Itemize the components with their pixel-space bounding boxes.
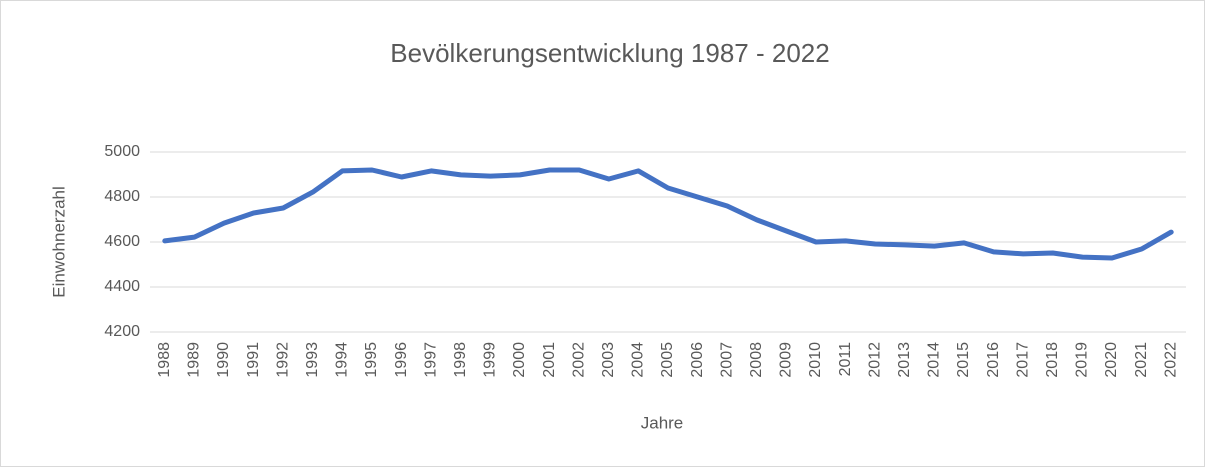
x-tick-label: 1989 [186,342,203,378]
x-tick-label: 2022 [1162,342,1179,378]
x-tick-label: 1998 [452,342,469,378]
y-tick-label: 5000 [104,143,140,160]
x-tick-label: 1992 [274,342,291,378]
data-line [162,167,1174,261]
x-tick-label: 2004 [630,342,647,378]
y-tick-label: 4600 [104,233,140,250]
x-tick-label: 1999 [482,342,499,378]
x-tick-label: 2020 [1103,342,1120,378]
x-tick-label: 2009 [778,342,795,378]
x-tick-label: 2006 [689,342,706,378]
y-axis-label: Einwohnerzahl [49,186,68,298]
x-tick-label: 2008 [748,342,765,378]
x-tick-label: 1996 [393,342,410,378]
x-tick-label: 2019 [1074,342,1091,378]
x-tick-label: 2012 [866,342,883,378]
x-tick-label: 2001 [541,342,558,378]
x-tick-label: 2000 [511,342,528,378]
chart-title: Bevölkerungsentwicklung 1987 - 2022 [390,38,829,68]
x-tick-label: 1997 [422,342,439,378]
x-tick-label: 2003 [600,342,617,378]
x-tick-label: 2010 [807,342,824,378]
x-tick-label: 2005 [659,342,676,378]
x-axis-label: Jahre [641,413,684,432]
y-tick-label: 4200 [104,323,140,340]
x-tick-label: 2011 [837,342,854,377]
x-tick-label: 2018 [1044,342,1061,378]
x-tick-label: 2017 [1014,342,1031,378]
x-tick-label: 2002 [570,342,587,378]
x-tick-label: 1994 [334,342,351,378]
y-tick-label: 4800 [104,188,140,205]
x-tick-label: 2016 [985,342,1002,378]
x-tick-label: 2014 [926,342,943,378]
x-tick-label: 1988 [156,342,173,378]
x-tick-label: 2015 [955,342,972,378]
y-tick-label: 4400 [104,278,140,295]
x-tick-label: 1993 [304,342,321,378]
x-tick-label: 2007 [718,342,735,378]
x-tick-label: 1995 [363,342,380,378]
x-tick-label: 2013 [896,342,913,378]
x-tick-label: 2021 [1133,342,1150,378]
x-tick-label: 1990 [215,342,232,378]
x-tick-label: 1991 [245,342,262,378]
